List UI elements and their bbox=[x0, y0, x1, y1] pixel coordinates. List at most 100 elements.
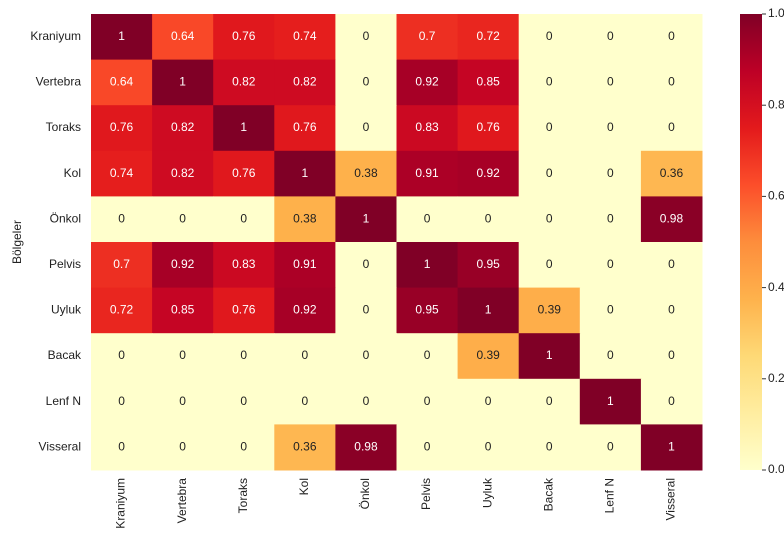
cell-label: 0.98 bbox=[354, 439, 378, 453]
heatmap-cell bbox=[274, 333, 336, 380]
cell-label: 0.36 bbox=[293, 439, 317, 453]
heatmap-cell bbox=[579, 59, 642, 106]
heatmap-cell bbox=[396, 150, 459, 197]
heatmap-cell bbox=[640, 242, 703, 289]
heatmap-cell bbox=[640, 424, 703, 471]
cell-label: 0.76 bbox=[232, 303, 256, 317]
cell-label: 0.74 bbox=[293, 29, 317, 43]
cell-label: 0 bbox=[240, 394, 247, 408]
cell-label: 0 bbox=[179, 348, 186, 362]
cell-label: 0.39 bbox=[476, 348, 500, 362]
cell-label: 0 bbox=[363, 348, 370, 362]
cell-label: 0.38 bbox=[354, 166, 378, 180]
heatmap-cell bbox=[457, 196, 520, 243]
y-tick-label: Visseral bbox=[39, 439, 81, 453]
heatmap-cell bbox=[457, 287, 520, 334]
heatmap-cell bbox=[335, 105, 397, 152]
cell-label: 0 bbox=[363, 29, 370, 43]
cell-label: 0.95 bbox=[476, 257, 500, 271]
heatmap-cell bbox=[640, 150, 703, 197]
heatmap-cell bbox=[518, 287, 581, 334]
cell-label: 0.82 bbox=[171, 120, 195, 134]
heatmap-cell bbox=[640, 196, 703, 243]
cell-label: 0.76 bbox=[293, 120, 317, 134]
cell-label: 0.72 bbox=[476, 29, 500, 43]
heatmap-cell bbox=[579, 14, 642, 61]
heatmap-cell bbox=[152, 333, 214, 380]
cell-label: 0.76 bbox=[110, 120, 134, 134]
cell-label: 0 bbox=[607, 75, 614, 89]
heatmap-cell bbox=[274, 150, 336, 197]
cell-label: 0 bbox=[302, 348, 309, 362]
heatmap-cell bbox=[91, 105, 153, 152]
cell-label: 0.64 bbox=[171, 29, 195, 43]
x-tick-label: Toraks bbox=[236, 478, 250, 513]
heatmap-cell bbox=[213, 14, 275, 61]
heatmap-cell bbox=[396, 424, 459, 471]
heatmap-cell bbox=[152, 242, 214, 289]
y-tick-label: Bacak bbox=[48, 348, 82, 362]
colorbar bbox=[740, 14, 762, 470]
heatmap-cell bbox=[91, 196, 153, 243]
cell-label: 0 bbox=[607, 439, 614, 453]
heatmap-cell bbox=[335, 378, 397, 425]
cell-label: 0.83 bbox=[415, 120, 439, 134]
heatmap-cell bbox=[396, 196, 459, 243]
colorbar-tick-label: 0.8 bbox=[768, 97, 784, 111]
y-tick-label: Pelvis bbox=[49, 257, 81, 271]
y-tick-label: Uyluk bbox=[51, 303, 82, 317]
heatmap-cell bbox=[640, 14, 703, 61]
cell-label: 0.39 bbox=[538, 303, 562, 317]
cell-label: 0 bbox=[118, 211, 125, 225]
heatmap-cell bbox=[640, 333, 703, 380]
heatmap-cell bbox=[457, 14, 520, 61]
heatmap-cell bbox=[518, 333, 581, 380]
heatmap-cell bbox=[213, 424, 275, 471]
cell-label: 1 bbox=[363, 211, 370, 225]
heatmap-cell bbox=[396, 105, 459, 152]
cell-label: 0 bbox=[118, 394, 125, 408]
cell-label: 1 bbox=[302, 166, 309, 180]
heatmap-cell bbox=[213, 196, 275, 243]
heatmap-cell bbox=[274, 287, 336, 334]
cell-label: 0.74 bbox=[110, 166, 134, 180]
cell-label: 0 bbox=[607, 348, 614, 362]
cell-label: 0.64 bbox=[110, 75, 134, 89]
x-tick-label: Lenf N bbox=[603, 478, 617, 513]
colorbar-tick-label: 1.0 bbox=[768, 6, 784, 20]
cell-label: 0 bbox=[424, 439, 431, 453]
cell-label: 0 bbox=[546, 120, 553, 134]
cell-label: 0 bbox=[668, 29, 675, 43]
heatmap-cell bbox=[335, 242, 397, 289]
heatmap-cell bbox=[396, 59, 459, 106]
cell-label: 0 bbox=[546, 439, 553, 453]
cell-label: 0 bbox=[363, 394, 370, 408]
heatmap-cell bbox=[396, 14, 459, 61]
cell-label: 0 bbox=[118, 439, 125, 453]
y-tick-label: Toraks bbox=[46, 120, 81, 134]
heatmap-cell bbox=[457, 242, 520, 289]
cell-label: 0.85 bbox=[476, 75, 500, 89]
heatmap-cell bbox=[457, 59, 520, 106]
heatmap-cell bbox=[335, 196, 397, 243]
heatmap-cell bbox=[518, 59, 581, 106]
cell-label: 0 bbox=[607, 303, 614, 317]
cell-label: 0 bbox=[546, 394, 553, 408]
heatmap-cell bbox=[91, 59, 153, 106]
heatmap-cell bbox=[213, 378, 275, 425]
cell-label: 0.83 bbox=[232, 257, 256, 271]
cell-label: 1 bbox=[118, 29, 125, 43]
heatmap-cell bbox=[91, 378, 153, 425]
heatmap-cell bbox=[335, 14, 397, 61]
cell-label: 0 bbox=[485, 439, 492, 453]
cell-label: 0.92 bbox=[476, 166, 500, 180]
heatmap-cell bbox=[335, 424, 397, 471]
cell-label: 1 bbox=[240, 120, 247, 134]
cell-label: 0.82 bbox=[171, 166, 195, 180]
heatmap-cell bbox=[152, 196, 214, 243]
heatmap-cell bbox=[579, 242, 642, 289]
heatmap-cell bbox=[457, 105, 520, 152]
cell-label: 0 bbox=[363, 75, 370, 89]
cell-label: 0 bbox=[179, 394, 186, 408]
cell-label: 0 bbox=[240, 348, 247, 362]
